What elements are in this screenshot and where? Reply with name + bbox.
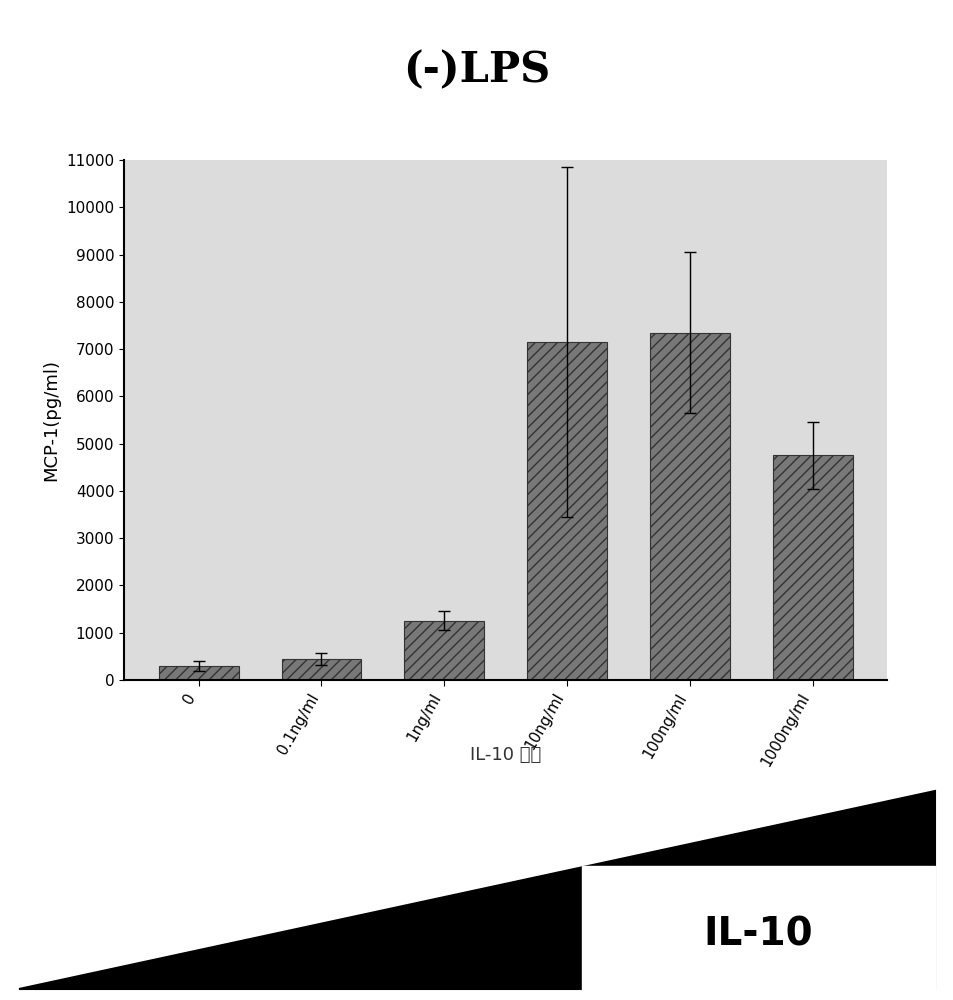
Text: (-)LPS: (-)LPS	[403, 49, 550, 91]
Text: IL-10 浓度: IL-10 浓度	[470, 746, 540, 764]
Bar	[649, 333, 729, 680]
Bar	[158, 666, 238, 680]
Bar	[281, 659, 361, 680]
Y-axis label: MCP-1(pg/ml): MCP-1(pg/ml)	[43, 359, 61, 481]
FancyBboxPatch shape	[581, 866, 934, 991]
Bar	[772, 455, 852, 680]
Polygon shape	[19, 791, 934, 989]
Bar	[404, 621, 483, 680]
Text: IL-10: IL-10	[703, 915, 812, 953]
Bar	[527, 342, 606, 680]
